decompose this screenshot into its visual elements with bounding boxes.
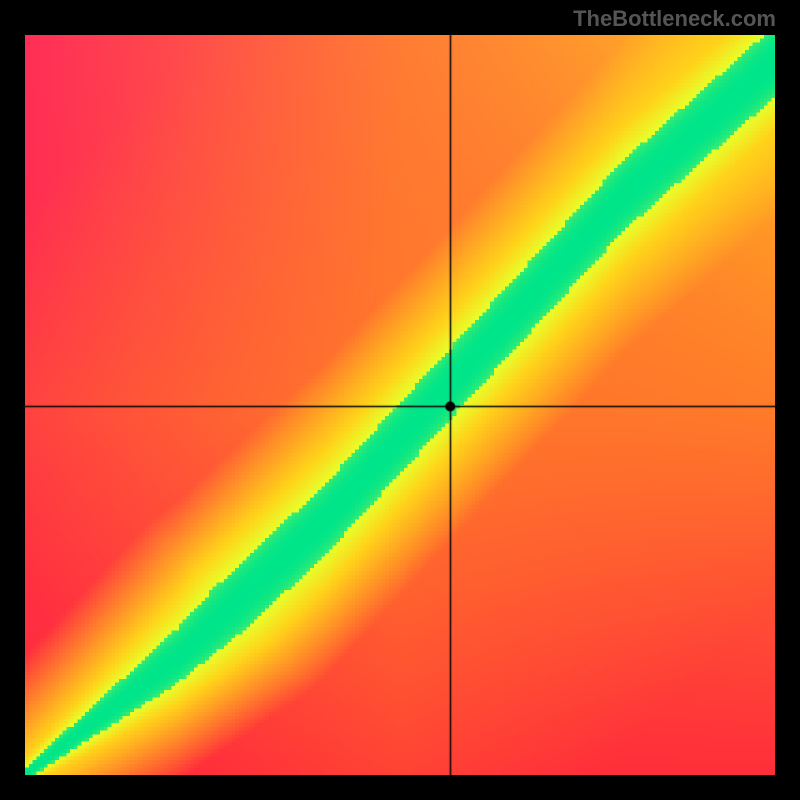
source-watermark: TheBottleneck.com bbox=[573, 6, 776, 32]
chart-container: TheBottleneck.com bbox=[0, 0, 800, 800]
crosshair-overlay bbox=[25, 35, 775, 775]
